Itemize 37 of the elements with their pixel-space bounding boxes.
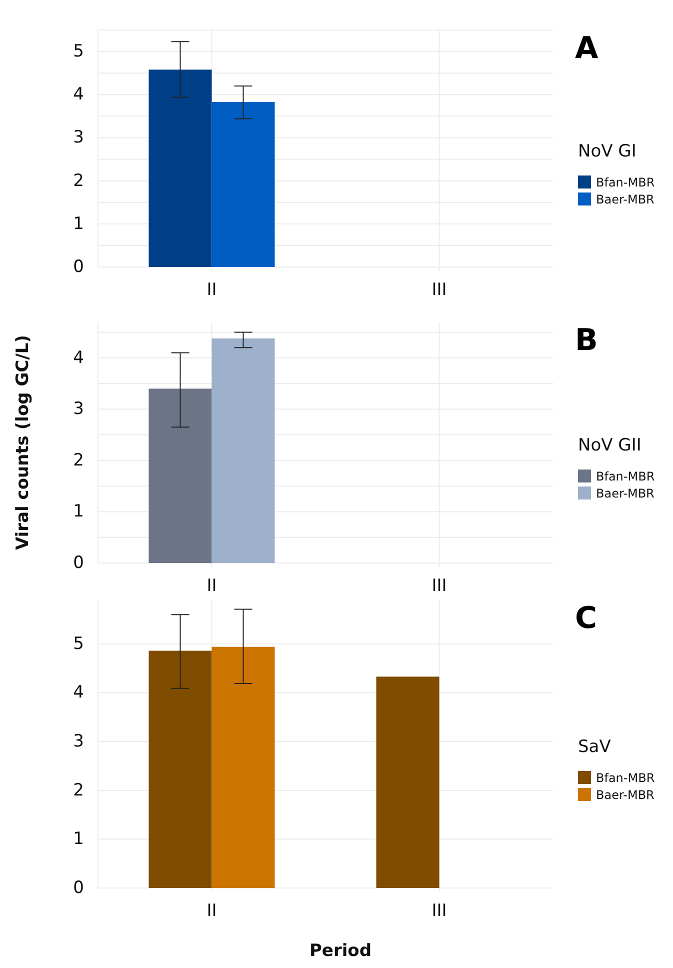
x-tick-label: II [206, 280, 217, 300]
x-tick-label: III [432, 280, 447, 300]
y-tick-label: 1 [73, 214, 84, 234]
legend-label: Bfan-MBR [596, 470, 655, 484]
x-axis-title: Period [309, 941, 372, 961]
x-tick-label: III [432, 901, 447, 921]
legend-title: SaV [578, 737, 612, 757]
y-tick-label: 4 [73, 84, 84, 105]
y-tick-label: 3 [73, 128, 84, 148]
x-tick-label: II [206, 901, 217, 921]
y-tick-label: 2 [73, 170, 84, 191]
y-tick-label: 4 [73, 682, 84, 703]
y-tick-label: 5 [73, 42, 84, 62]
y-tick-label: 0 [73, 553, 84, 573]
legend-title: NoV GI [578, 142, 636, 162]
legend-label: Baer-MBR [596, 788, 654, 802]
y-tick-label: 1 [73, 829, 84, 850]
y-tick-label: 5 [73, 634, 84, 654]
y-tick-label: 2 [73, 450, 84, 470]
legend-title: NoV GII [578, 436, 642, 456]
legend-label: Bfan-MBR [596, 176, 655, 190]
text: A [575, 31, 599, 66]
legend-label: Baer-MBR [596, 192, 654, 206]
legend-label: Bfan-MBR [596, 771, 655, 785]
y-tick-label: 0 [73, 878, 84, 898]
y-tick-label: 1 [73, 502, 84, 522]
y-axis-title: Viral counts (log GC/L) [13, 334, 33, 550]
x-tick-label: II [206, 576, 217, 596]
y-tick-label: 4 [73, 348, 84, 368]
x-tick-label: III [432, 576, 447, 596]
y-tick-label: 2 [73, 780, 84, 800]
text: C [575, 601, 598, 636]
text: B [575, 323, 598, 358]
y-tick-label: 3 [73, 732, 84, 752]
y-tick-label: 3 [73, 399, 84, 420]
legend-label: Baer-MBR [596, 486, 654, 500]
y-tick-label: 0 [73, 257, 84, 277]
